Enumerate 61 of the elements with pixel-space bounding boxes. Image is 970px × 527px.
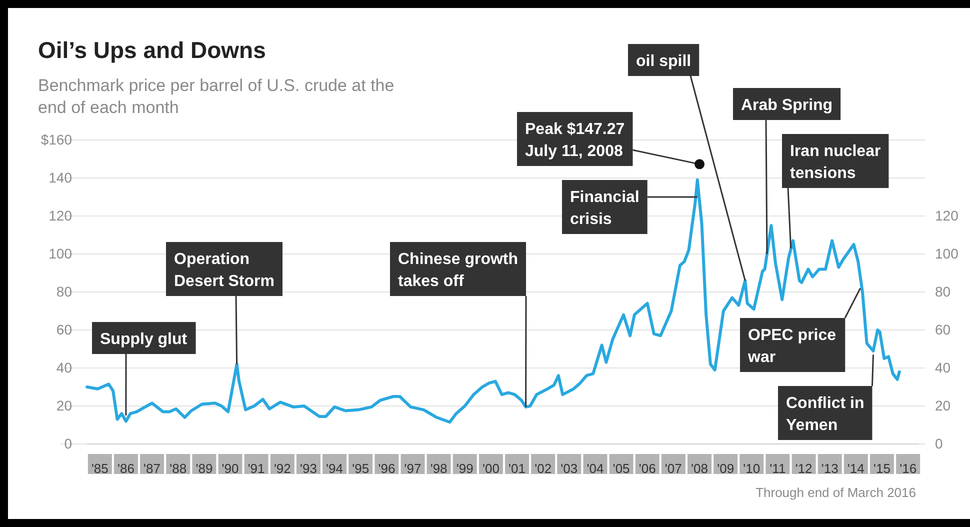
x-tick-label: '01 <box>508 461 526 476</box>
annotation: Supply glut <box>100 331 188 348</box>
annotation: OPEC price war <box>747 327 836 366</box>
y-tick-label: 140 <box>48 169 72 186</box>
x-tick-label: '97 <box>404 461 422 476</box>
y-tick-label: 20 <box>56 397 72 414</box>
x-tick-label: '07 <box>664 461 682 476</box>
x-tick-label: '02 <box>534 461 552 476</box>
annotation: Chinese growth takes off <box>398 251 518 290</box>
x-tick-label: '91 <box>248 461 265 476</box>
x-tick-label: '13 <box>821 461 838 476</box>
x-tick-label: '15 <box>873 461 890 476</box>
y-tick-label: $160 <box>40 131 72 148</box>
x-tick-label: '06 <box>638 461 656 476</box>
x-tick-label: '09 <box>717 461 734 476</box>
chart-title: Oil’s Ups and Downs <box>38 37 266 63</box>
x-tick-label: '90 <box>222 461 239 476</box>
y-tick-label: 120 <box>48 207 72 224</box>
x-tick-label: '86 <box>117 461 134 476</box>
x-tick-label: '92 <box>274 461 291 476</box>
annotation: Financial crisis <box>570 189 640 228</box>
x-tick-label: '93 <box>300 461 317 476</box>
x-tick-label: '94 <box>326 461 343 476</box>
x-tick-label: '16 <box>900 461 917 476</box>
x-tick-label: '98 <box>430 461 448 476</box>
annotation: Iran nuclear tensions <box>790 143 881 182</box>
y2-tick-label: 100 <box>935 245 959 262</box>
y2-tick-label: 40 <box>935 359 951 376</box>
x-tick-label: '87 <box>144 461 160 476</box>
y-tick-label: 40 <box>56 359 72 376</box>
y-tick-label: 80 <box>56 283 72 300</box>
x-tick-label: '10 <box>743 461 760 476</box>
y2-tick-label: 60 <box>935 321 951 338</box>
x-tick-label: '99 <box>456 461 474 476</box>
y-tick-label: 0 <box>64 435 72 452</box>
y-tick-label: 60 <box>56 321 72 338</box>
x-tick-label: '85 <box>91 461 108 476</box>
x-tick-label: '12 <box>795 461 812 476</box>
y-tick-label: 100 <box>48 245 72 262</box>
y2-tick-label: 120 <box>935 207 959 224</box>
annotation: Conflict in Yemen <box>786 395 864 434</box>
x-tick-label: '11 <box>770 461 786 476</box>
x-tick-label: '00 <box>482 461 500 476</box>
y2-tick-label: 0 <box>935 435 943 452</box>
y2-tick-label: 80 <box>935 283 951 300</box>
x-tick-label: '14 <box>847 461 864 476</box>
y2-tick-label: 20 <box>935 397 951 414</box>
chart-subtitle: Benchmark price per barrel of U.S. crude at the end of each month <box>38 76 394 117</box>
x-tick-label: '96 <box>378 461 396 476</box>
annotation: Operation Desert Storm <box>174 251 274 290</box>
x-tick-label: '89 <box>196 461 213 476</box>
x-tick-label: '08 <box>691 461 708 476</box>
annotation: oil spill <box>636 53 692 70</box>
x-tick-label: '05 <box>612 461 630 476</box>
x-tick-label: '04 <box>586 461 604 476</box>
text: Through end of March 2016 <box>756 485 916 500</box>
x-tick-label: '03 <box>560 461 578 476</box>
x-tick-label: '88 <box>170 461 187 476</box>
x-tick-label: '95 <box>352 461 370 476</box>
annotation: Peak $147.27 July 11, 2008 <box>525 121 625 160</box>
annotation: Arab Spring <box>741 97 833 114</box>
